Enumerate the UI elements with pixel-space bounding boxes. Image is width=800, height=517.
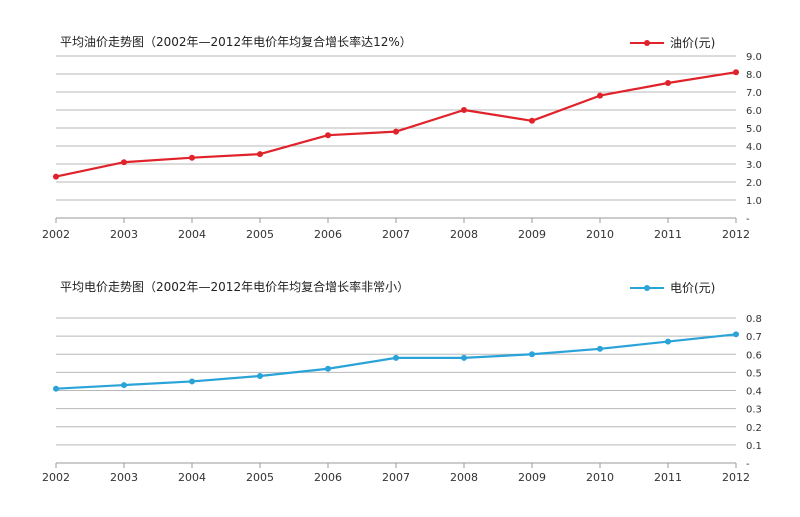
electricity-data-point — [393, 354, 399, 361]
electricity-x-tick-label: 2006 — [314, 471, 342, 484]
oil-series-line — [55, 71, 737, 178]
electricity-data-point — [325, 365, 331, 372]
electricity-chart-gridlines — [56, 317, 736, 464]
oil-data-point — [121, 159, 127, 166]
oil-y-tick-label: 4.0 — [746, 142, 762, 153]
electricity-x-tick-label: 2010 — [586, 471, 614, 484]
oil-x-tick-label: 2005 — [246, 228, 274, 241]
electricity-x-tick-label: 2003 — [110, 471, 138, 484]
oil-y-tick-label: 1.0 — [746, 196, 762, 207]
oil-data-point — [53, 173, 59, 180]
electricity-y-tick-label: 0.8 — [746, 314, 762, 325]
electricity-chart-title: 平均电价走势图（2002年—2012年电价年均复合增长率非常小） — [60, 279, 409, 294]
electricity-series-line — [55, 333, 737, 390]
oil-data-point — [257, 151, 263, 158]
oil-y-tick-label: 5.0 — [746, 124, 762, 135]
oil-x-tick-label: 2009 — [518, 228, 546, 241]
oil-y-tick-label: 8.0 — [746, 70, 762, 81]
electricity-y-tick-label: 0.3 — [746, 405, 762, 416]
electricity-x-tick-label: 2008 — [450, 471, 478, 484]
electricity-y-tick-label: 0.5 — [746, 368, 762, 379]
electricity-y-tick-label: - — [746, 459, 750, 470]
electricity-y-tick-label: 0.2 — [746, 423, 762, 434]
electricity-y-tick-label: 0.6 — [746, 350, 762, 361]
oil-x-tick-label: 2002 — [42, 228, 70, 241]
oil-y-tick-label: 7.0 — [746, 88, 762, 99]
oil-x-tick-label: 2006 — [314, 228, 342, 241]
electricity-x-tick-label: 2011 — [654, 471, 682, 484]
electricity-y-tick-label: 0.7 — [746, 332, 762, 343]
oil-x-tick-label: 2007 — [382, 228, 410, 241]
oil-chart-gridlines — [56, 55, 736, 219]
oil-y-tick-label: 3.0 — [746, 160, 762, 171]
electricity-data-point — [597, 345, 603, 352]
oil-chart-title: 平均油价走势图（2002年—2012年电价年均复合增长率达12%） — [60, 34, 412, 49]
electricity-legend-marker — [644, 285, 650, 291]
oil-x-tick-label: 2011 — [654, 228, 682, 241]
electricity-data-point — [121, 382, 127, 389]
oil-data-point — [461, 107, 467, 113]
electricity-x-tick-label: 2007 — [382, 471, 410, 484]
electricity-x-tick-label: 2002 — [42, 471, 70, 484]
oil-y-tick-label: 2.0 — [746, 178, 762, 189]
oil-y-tick-label: - — [746, 214, 750, 225]
oil-data-point — [393, 128, 399, 135]
oil-data-point — [529, 117, 535, 124]
oil-x-tick-label: 2008 — [450, 228, 478, 241]
oil-data-point — [597, 92, 603, 99]
oil-data-point — [665, 80, 671, 86]
electricity-data-point — [529, 351, 535, 358]
oil-chart-legend: 油价(元) — [630, 36, 715, 50]
oil-x-tick-label: 2012 — [722, 228, 750, 241]
electricity-x-tick-label: 2004 — [178, 471, 206, 484]
electricity-chart-legend: 电价(元) — [630, 281, 715, 295]
electricity-chart-x-ticks: 2002 2003 2004 2005 2006 2007 2008 2009 2010 2011… — [42, 463, 750, 484]
electricity-x-tick-label: 2009 — [518, 471, 546, 484]
electricity-x-tick-label: 2005 — [246, 471, 274, 484]
electricity-data-point — [189, 378, 195, 385]
oil-price-chart: 平均油价走势图（2002年—2012年电价年均复合增长率达12%） 油价(元) … — [42, 34, 762, 241]
electricity-data-point — [665, 338, 671, 345]
oil-x-tick-label: 2004 — [178, 228, 206, 241]
electricity-y-tick-label: 0.4 — [746, 387, 762, 398]
electricity-price-chart: 平均电价走势图（2002年—2012年电价年均复合增长率非常小） 电价(元) -… — [42, 279, 762, 484]
oil-legend-label: 油价(元) — [670, 36, 715, 50]
oil-data-point — [189, 154, 195, 161]
oil-data-point — [733, 69, 739, 76]
oil-chart-y-ticks: - 1.0 2.0 3.0 4.0 5.0 6.0 7.0 8.0 9.0 — [746, 52, 762, 225]
oil-legend-marker — [644, 40, 650, 46]
electricity-chart-series — [53, 331, 739, 392]
electricity-data-point — [461, 354, 467, 361]
oil-data-point — [325, 132, 331, 139]
oil-y-tick-label: 6.0 — [746, 106, 762, 117]
electricity-chart-y-ticks: - 0.1 0.2 0.3 0.4 0.5 0.6 0.7 0.8 — [746, 314, 762, 470]
oil-x-tick-label: 2003 — [110, 228, 138, 241]
electricity-legend-label: 电价(元) — [670, 281, 715, 295]
oil-y-tick-label: 9.0 — [746, 52, 762, 63]
electricity-y-tick-label: 0.1 — [746, 441, 762, 452]
electricity-data-point — [53, 385, 59, 392]
electricity-data-point — [257, 373, 263, 379]
electricity-data-point — [733, 331, 739, 338]
oil-x-tick-label: 2010 — [586, 228, 614, 241]
oil-chart-x-ticks: 2002 2003 2004 2005 2006 2007 2008 2009 2010 2011… — [42, 218, 750, 241]
oil-chart-series — [53, 69, 739, 180]
electricity-x-tick-label: 2012 — [722, 471, 750, 484]
